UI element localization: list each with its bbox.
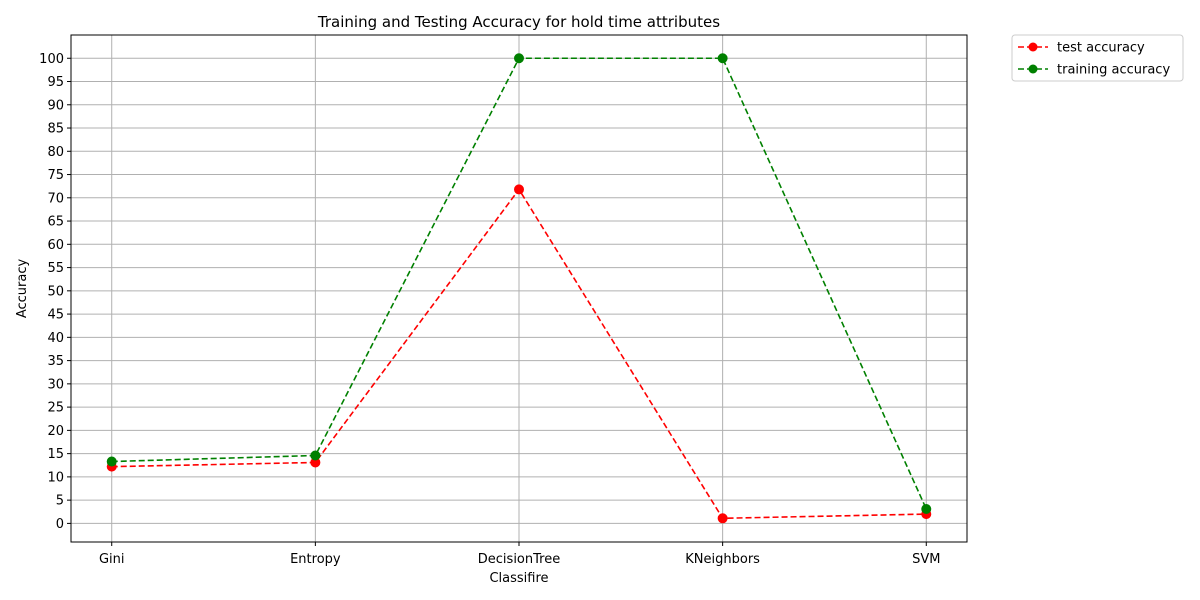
x-tick-label: Entropy [290,552,341,567]
y-tick-label: 80 [47,145,64,160]
data-point-test-accuracy [514,184,524,195]
data-point-training-accuracy [921,503,932,514]
legend-label-training-accuracy: training accuracy [1057,63,1170,78]
x-tick-label: Gini [99,552,125,567]
y-tick-label: 20 [47,424,64,439]
data-point-training-accuracy [717,53,728,64]
y-tick-label: 45 [47,308,64,323]
y-tick-label: 85 [47,122,64,137]
y-tick-label: 30 [47,377,64,392]
y-tick-label: 10 [47,470,64,485]
series-layer [106,53,932,524]
y-tick-label: 55 [47,261,64,276]
y-axis-title: Accuracy [15,259,30,319]
legend-label-test-accuracy: test accuracy [1057,41,1145,56]
data-point-training-accuracy [106,456,117,467]
x-tick-label: KNeighbors [685,552,760,567]
legend-marker-test-accuracy [1028,42,1038,52]
chart-title: Training and Testing Accuracy for hold t… [317,13,720,31]
legend: test accuracy training accuracy [1011,34,1184,82]
x-tick-label: DecisionTree [478,552,560,567]
data-point-training-accuracy [514,53,524,64]
x-tick-label: SVM [912,552,940,567]
y-tick-label: 40 [47,331,64,346]
y-tick-label: 50 [47,284,64,299]
y-tick-label: 25 [47,401,64,416]
y-tick-label: 5 [56,494,64,509]
y-axis: 0 5 10 15 20 25 30 35 40 45 50 55 60 65 70 75 80 85 90 95 10… [39,52,71,532]
x-axis-title: Classifire [489,571,548,586]
y-tick-label: 75 [47,168,64,183]
x-axis: Gini Entropy DecisionTree KNeighbors SVM [99,542,940,567]
y-tick-label: 95 [47,75,64,90]
y-tick-label: 100 [39,52,64,67]
legend-marker-training-accuracy [1028,64,1038,74]
data-point-training-accuracy [310,450,321,461]
y-tick-label: 70 [47,191,64,206]
y-tick-label: 35 [47,354,64,369]
legend-frame [1011,34,1184,82]
y-tick-label: 65 [47,215,64,230]
y-tick-label: 60 [47,238,64,253]
y-tick-label: 90 [47,98,64,113]
y-tick-label: 0 [56,517,64,532]
data-point-test-accuracy [717,513,728,524]
grid-layer [71,35,967,542]
y-tick-label: 15 [47,447,64,462]
